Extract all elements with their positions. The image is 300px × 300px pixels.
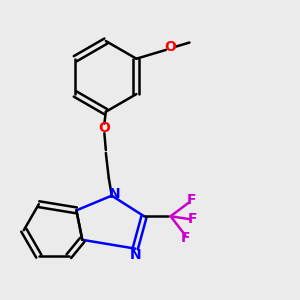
Text: O: O	[98, 121, 110, 135]
Text: F: F	[181, 231, 190, 245]
Text: O: O	[164, 40, 176, 54]
Text: N: N	[109, 187, 121, 201]
Text: F: F	[188, 212, 197, 226]
Text: F: F	[187, 193, 196, 207]
Text: N: N	[130, 248, 141, 262]
